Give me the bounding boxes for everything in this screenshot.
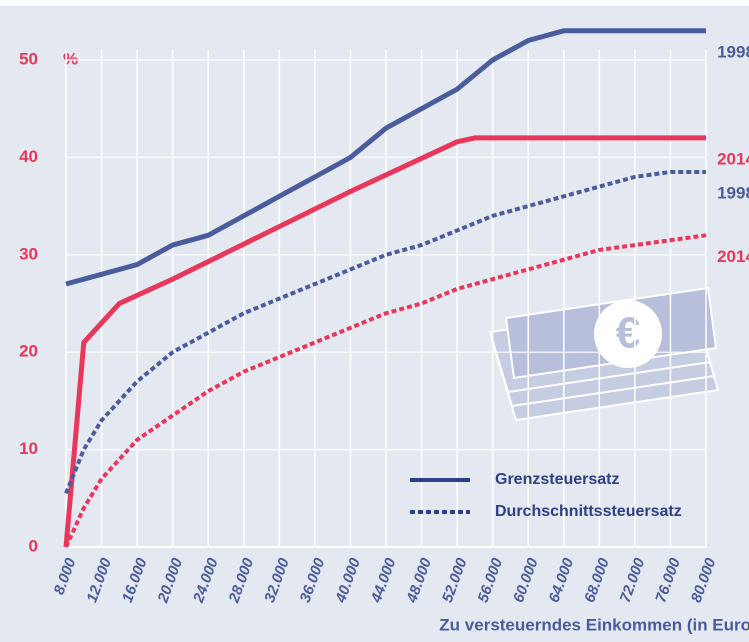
y-tick-label: 30: [19, 244, 38, 263]
x-axis-title: Zu versteuerndes Einkommen (in Euro): [439, 615, 749, 634]
series-label: 1998: [717, 42, 749, 61]
icon-label: €: [616, 309, 640, 358]
y-tick-label: 0: [29, 536, 38, 555]
series-label: 2014: [717, 149, 749, 168]
legend-label: Durchschnittssteuersatz: [495, 503, 682, 520]
y-tick-label: 20: [19, 342, 38, 361]
series-label: 1998: [717, 183, 749, 202]
legend-label: Grenzsteuersatz: [495, 471, 620, 488]
series-label: 2014: [717, 247, 749, 266]
y-tick-label: 10: [19, 439, 38, 458]
chart: € Zu versteuerndes Einkommen (in Euro) %…: [0, 0, 749, 642]
y-tick-label: 50: [19, 49, 38, 68]
y-tick-label: 40: [19, 147, 38, 166]
